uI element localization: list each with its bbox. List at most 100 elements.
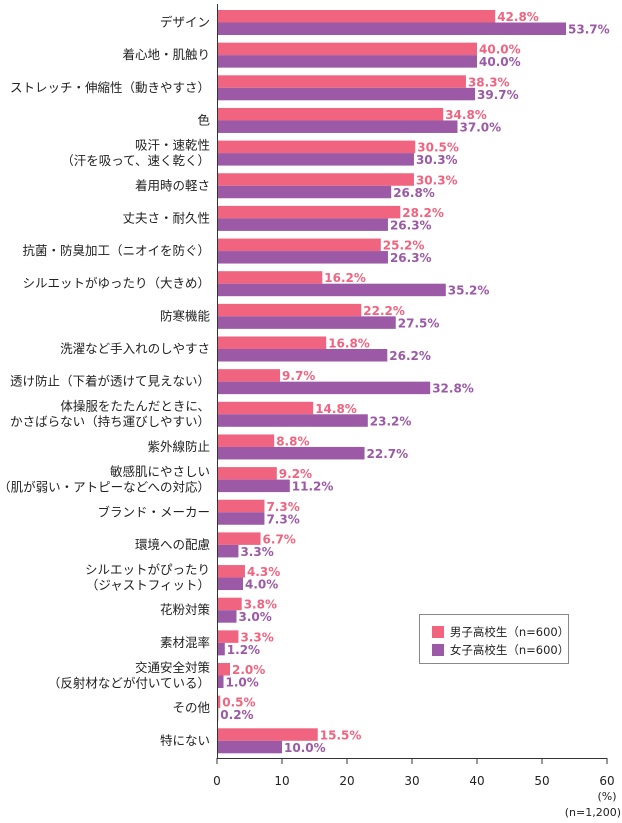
category-label: 抗菌・防臭加工（ニオイを防ぐ） (22, 243, 210, 258)
category-label-line: シルエットがぴったり (85, 562, 210, 577)
legend-label-male: 男子高校生（n=600） (449, 625, 570, 639)
bar-female (217, 610, 237, 623)
category-label-line: 花粉対策 (160, 602, 211, 617)
category-label-line: 丈夫さ・耐久性 (122, 210, 210, 225)
category-label: 着用時の軽さ (135, 178, 210, 193)
value-label-male: 25.2% (383, 239, 425, 253)
category-label: ブランド・メーカー (97, 504, 210, 519)
value-label-male: 2.0% (232, 663, 265, 677)
bar-female (217, 479, 290, 493)
bar-female (217, 577, 243, 591)
value-label-male: 38.3% (468, 75, 510, 89)
x-tick-label: 60 (599, 774, 614, 788)
bar-female (217, 283, 446, 297)
bar-male (217, 238, 381, 252)
x-tick-label: 10 (274, 774, 289, 788)
legend-swatch-female (432, 644, 444, 656)
bar-male (217, 532, 261, 545)
value-label-male: 16.2% (324, 271, 366, 285)
category-label: 特にない (160, 733, 210, 748)
value-label-female: 35.2% (448, 284, 490, 298)
bar-female (217, 446, 365, 460)
value-label-male: 30.3% (416, 173, 458, 187)
bar-female (217, 414, 368, 427)
value-label-female: 1.2% (227, 643, 260, 657)
value-label-female: 37.0% (460, 120, 502, 134)
category-label-line: 着心地・肌触り (122, 47, 210, 62)
bar-male (217, 10, 496, 23)
bars (217, 10, 567, 754)
category-label-line: ブランド・メーカー (97, 504, 210, 519)
x-tick-label: 50 (534, 774, 549, 788)
category-label-line: 紫外線防止 (147, 439, 210, 454)
bar-female (217, 22, 567, 35)
legend: 男子高校生（n=600） 女子高校生（n=600） (419, 614, 569, 664)
category-label-line: 敏感肌にやさしい (110, 464, 210, 479)
category-label-line: 着用時の軽さ (135, 178, 210, 193)
bar-female (217, 120, 458, 133)
bar-male (217, 107, 444, 121)
category-label-line: （ジャストフィット） (86, 577, 210, 592)
value-label-female: 26.2% (389, 349, 431, 363)
value-label-male: 9.2% (279, 467, 312, 481)
category-label-line: 素材混率 (160, 635, 210, 650)
bar-female (217, 512, 265, 525)
value-label-female: 53.7% (568, 23, 610, 37)
bar-male (217, 205, 401, 219)
value-label-male: 0.5% (222, 696, 255, 710)
value-label-male: 34.8% (445, 108, 487, 122)
bar-female (217, 316, 396, 329)
category-label-line: かさばらない（持ち運びしやすい） (10, 414, 210, 429)
value-label-female: 7.3% (266, 512, 299, 526)
bar-female (217, 185, 392, 199)
x-tick-label: 0 (213, 774, 221, 788)
bar-female (217, 153, 414, 166)
x-axis-ticks: 0 10 20 30 40 50 60 (213, 758, 615, 788)
bar-female (217, 251, 388, 264)
category-label: 吸汗・速乾性（汗を吸って、速く乾く） (61, 137, 210, 168)
value-label-male: 8.8% (276, 434, 309, 448)
bar-male (217, 499, 265, 513)
bar-male (217, 369, 281, 382)
value-label-male: 3.3% (240, 630, 273, 644)
bar-male (217, 303, 362, 317)
bar-female (217, 87, 476, 101)
category-label: シルエットがゆったり（大きめ） (22, 276, 210, 291)
value-labels: 42.8% 53.7% 40.0%40.0% 38.3%39.7% 34.8%37.0%… (220, 10, 609, 755)
x-tick-label: 20 (339, 774, 354, 788)
bar-male (217, 565, 245, 578)
category-label-line: 特にない (160, 733, 210, 748)
value-label-female: 10.0% (284, 741, 326, 755)
bar-female (217, 642, 225, 656)
category-label-line: その他 (172, 700, 210, 715)
legend-label-female: 女子高校生（n=600） (449, 643, 570, 657)
category-label: 紫外線防止 (147, 439, 210, 454)
bar-male (217, 663, 230, 676)
bar-male (217, 630, 239, 643)
category-label: デザイン (160, 15, 210, 30)
value-label-male: 28.2% (402, 206, 444, 220)
value-label-female: 0.2% (220, 708, 253, 722)
bar-male (217, 434, 275, 447)
value-label-male: 15.5% (320, 728, 362, 742)
category-label-line: 交通安全対策 (135, 660, 211, 675)
category-label-line: （汗を吸って、速く乾く） (61, 153, 210, 168)
category-label-line: （反射材などが付いている） (48, 675, 210, 690)
bar-male (217, 336, 327, 349)
category-label-line: 環境への配慮 (135, 537, 210, 552)
value-label-female: 26.3% (390, 251, 432, 265)
value-label-male: 40.0% (479, 43, 521, 57)
category-label-line: 体操服をたたんだときに、 (60, 399, 210, 414)
category-label-line: 吸汗・速乾性 (135, 137, 210, 152)
value-label-female: 40.0% (479, 55, 521, 69)
bar-male (217, 42, 477, 56)
value-label-male: 4.3% (247, 565, 280, 579)
value-label-male: 16.8% (328, 337, 370, 351)
bar-female (217, 55, 477, 68)
value-label-female: 30.3% (416, 153, 458, 167)
bar-female (217, 544, 239, 558)
legend-item-male: 男子高校生（n=600） (420, 623, 570, 641)
bar-female (217, 381, 431, 395)
value-label-female: 3.3% (240, 545, 273, 559)
